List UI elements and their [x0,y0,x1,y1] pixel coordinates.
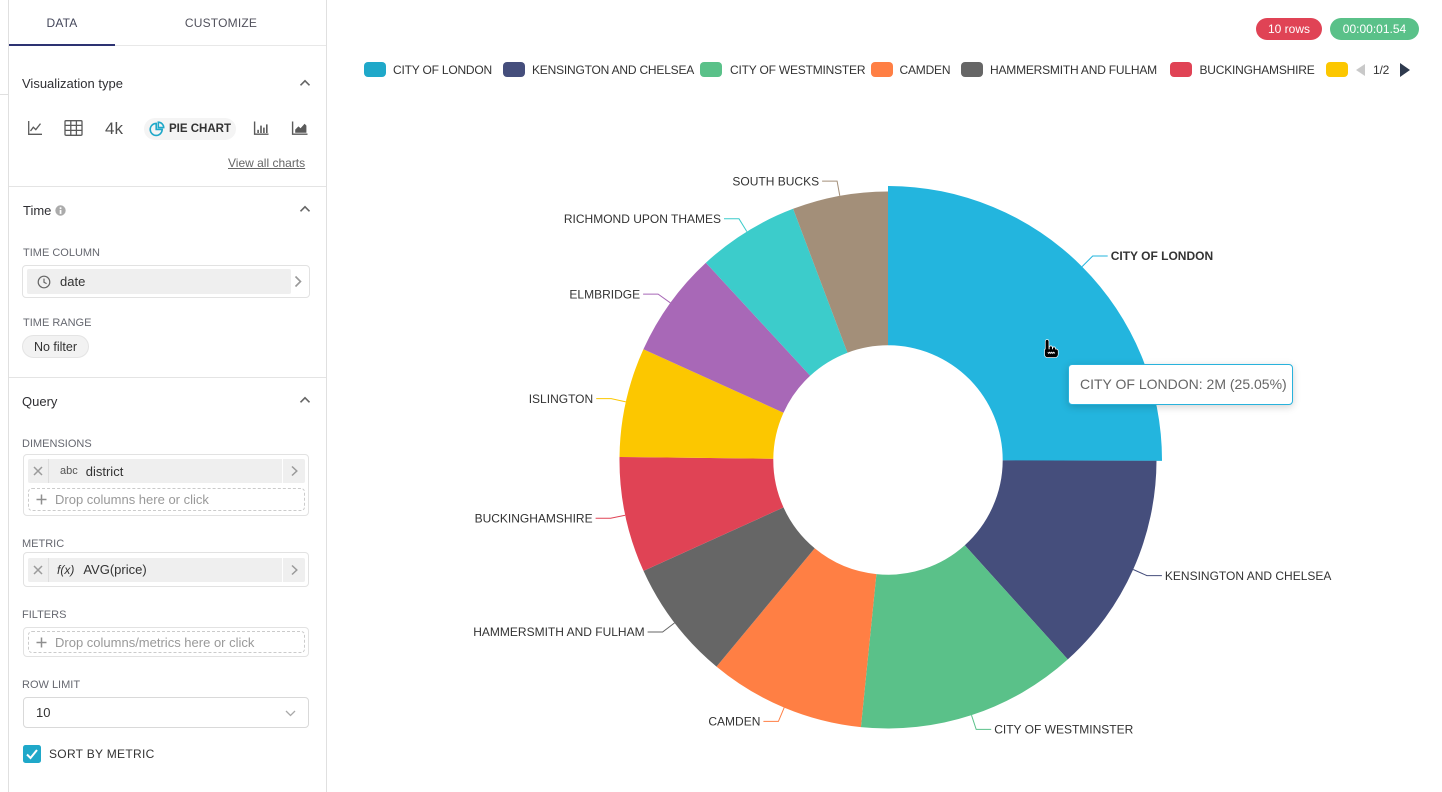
svg-text:CITY OF WESTMINSTER: CITY OF WESTMINSTER [994,723,1133,737]
svg-text:SOUTH BUCKS: SOUTH BUCKS [732,174,819,188]
svg-text:HAMMERSMITH AND FULHAM: HAMMERSMITH AND FULHAM [473,625,644,639]
svg-text:KENSINGTON AND CHELSEA: KENSINGTON AND CHELSEA [1165,569,1332,583]
svg-text:ISLINGTON: ISLINGTON [529,392,593,406]
svg-text:BUCKINGHAMSHIRE: BUCKINGHAMSHIRE [475,512,593,526]
svg-text:CITY OF LONDON: CITY OF LONDON [1111,249,1213,263]
svg-text:RICHMOND UPON THAMES: RICHMOND UPON THAMES [564,212,721,226]
svg-text:CAMDEN: CAMDEN [708,715,760,729]
svg-text:ELMBRIDGE: ELMBRIDGE [569,287,640,301]
